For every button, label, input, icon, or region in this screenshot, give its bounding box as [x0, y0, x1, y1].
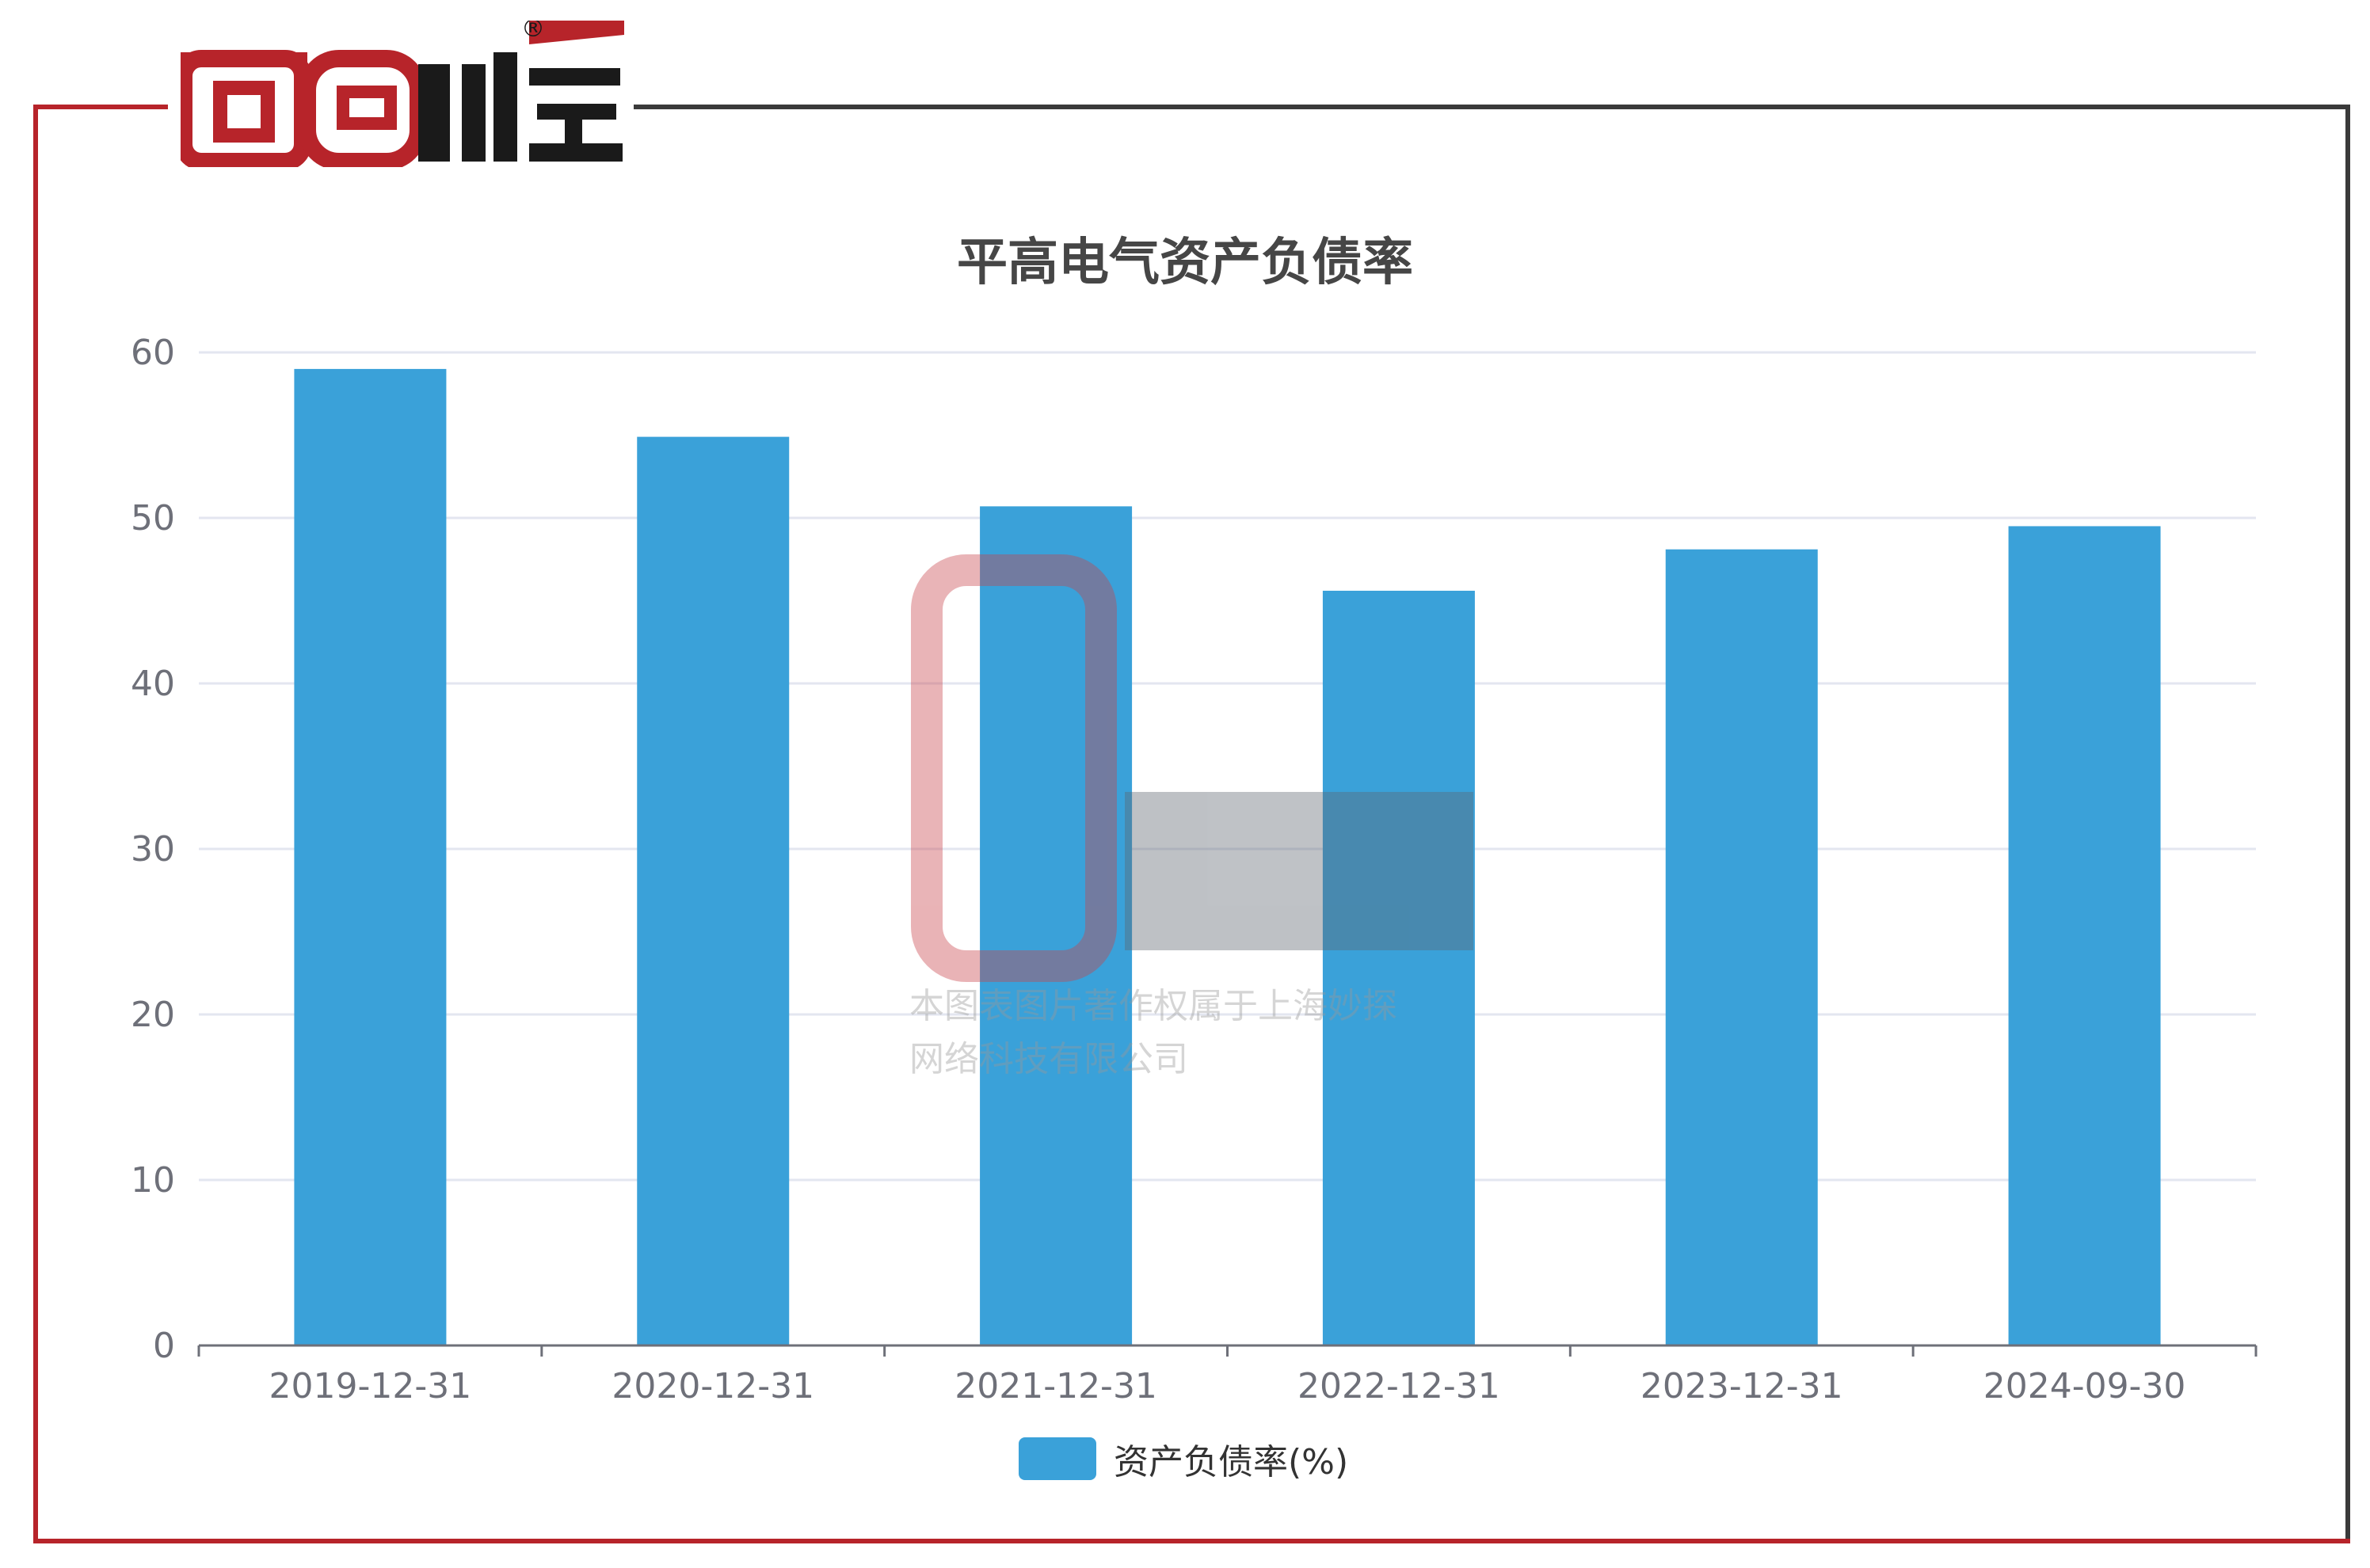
legend-swatch[interactable]: [1019, 1437, 1096, 1480]
bar: [637, 436, 790, 1345]
brand-logo: ®: [181, 21, 624, 167]
bar: [2008, 526, 2161, 1346]
frame-border-left: [33, 105, 38, 1543]
legend-label: 资产负债率(%): [1114, 1442, 1349, 1482]
frame-border-bottom: [33, 1539, 2350, 1543]
legend: 资产负债率(%): [1019, 1433, 1348, 1484]
frame-border-right: [2345, 105, 2350, 1543]
watermark-logo-shape: [1125, 792, 1473, 950]
watermark-logo-shape: [911, 554, 1117, 982]
x-tick-label: 2023-12-31: [1640, 1366, 1843, 1406]
y-tick-label: 50: [131, 498, 175, 539]
bar: [1322, 590, 1475, 1345]
frame-border-top-gray: [634, 105, 2350, 109]
chart-title: 平高电气资产负债率: [957, 234, 1413, 292]
y-tick-label: 40: [131, 664, 175, 704]
x-tick-label: 2022-12-31: [1297, 1366, 1500, 1406]
x-tick-label: 2021-12-31: [954, 1366, 1157, 1406]
x-tick-label: 2020-12-31: [612, 1366, 814, 1406]
bar: [1665, 549, 1818, 1345]
y-tick-label: 0: [153, 1326, 175, 1366]
x-tick-label: 2019-12-31: [269, 1366, 472, 1406]
watermark-text: 本图表图片著作权属于上海妙探: [909, 986, 1397, 1026]
bar: [294, 368, 447, 1345]
frame-border-top-red: [33, 105, 168, 109]
y-tick-label: 30: [131, 829, 175, 870]
x-tick-label: 2024-09-30: [1983, 1366, 2186, 1406]
bar: [980, 506, 1133, 1345]
y-tick-label: 60: [131, 333, 175, 373]
y-tick-label: 20: [131, 995, 175, 1035]
y-tick-label: 10: [131, 1160, 175, 1201]
watermark-text: 网络科技有限公司: [909, 1039, 1188, 1079]
svg-text:®: ®: [521, 21, 545, 43]
